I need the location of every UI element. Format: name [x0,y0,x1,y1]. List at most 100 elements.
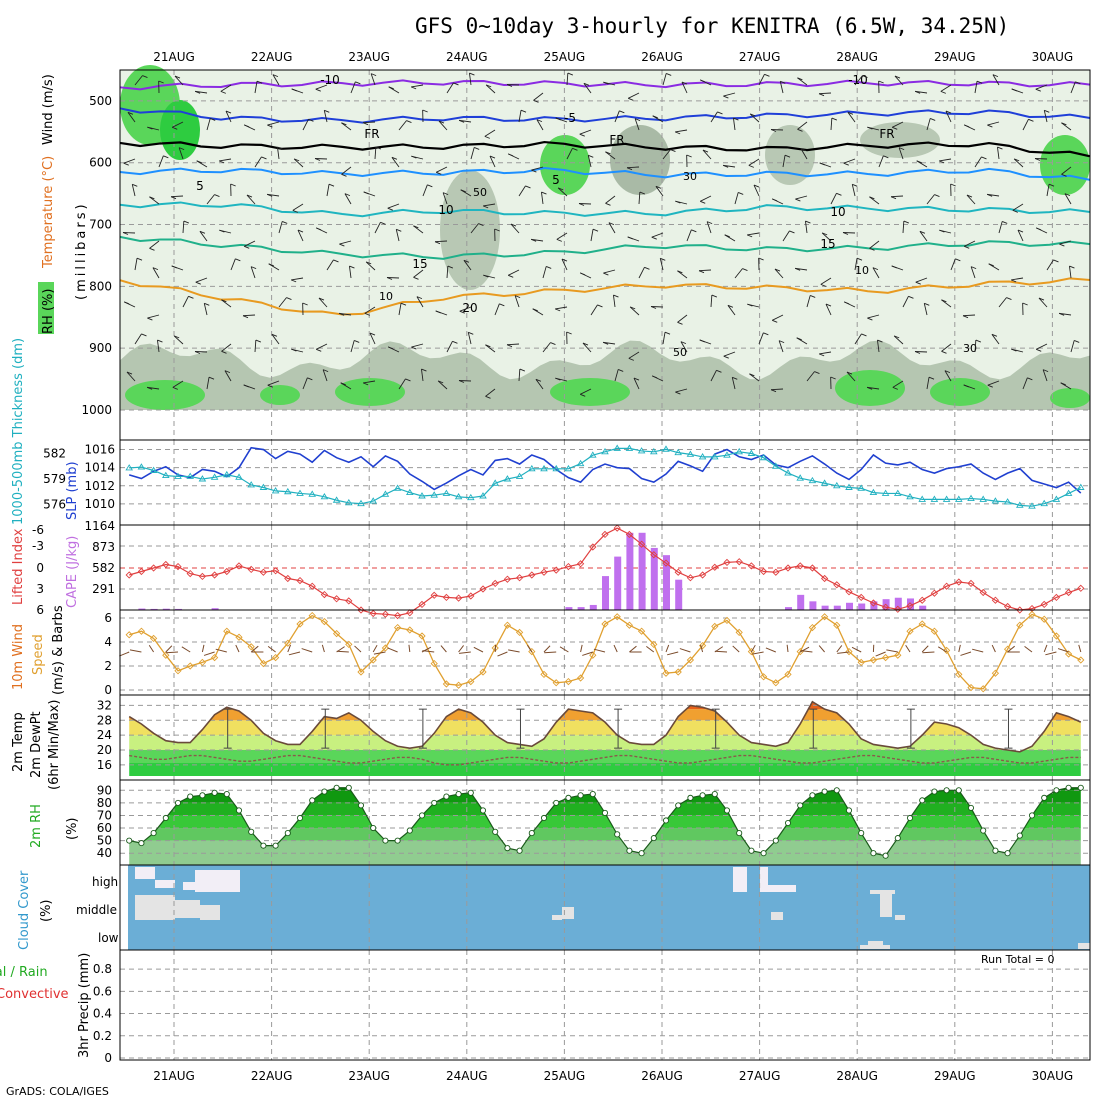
wind-barb-flag [271,333,278,337]
wind-barb [413,269,424,278]
lifted-index-point [930,589,939,597]
wind-barb [890,195,904,198]
wind-barb-flag [369,332,376,336]
wind-barb-flag [413,225,419,229]
wind-barb-flag [602,341,609,345]
thickness-point [808,476,817,484]
rh-point [1053,787,1060,794]
wind-barb-flag [797,128,803,132]
wind-speed-point [576,674,585,682]
wind-barb-10m [354,645,362,653]
wind-barb [484,129,496,137]
wind-barb [363,380,376,384]
wind-barb [349,266,352,279]
thickness-point [174,472,182,479]
wind-barb-10m [960,651,972,656]
wind-barb-flag [666,73,672,76]
wind-barb [702,149,712,160]
wind-barb-flag [890,196,897,200]
wind-barb [272,74,280,86]
wind-barb [782,155,786,168]
x-axis-top: 21AUG 22AUG 23AUG 24AUG 25AUG 26AUG 27AUG 28AUG… [153,50,1073,64]
wind-speed-point [857,658,865,667]
wind-barb-flag [805,220,811,224]
lifted-index-point [332,595,341,603]
wind-barb-flag [810,295,816,298]
rh-point [894,835,901,842]
wind-barb [1011,277,1024,281]
cape-bar [577,607,585,610]
lifted-index-point [369,609,377,618]
x-tick-label-top: 29AUG [934,50,976,64]
wind-barb-flag [188,295,194,299]
wind-barb-flag [290,279,297,283]
wind-barb [651,232,664,238]
wind-speed-point [1016,621,1024,629]
wind-barb [680,341,688,353]
wind-barb-flag [220,90,226,94]
wind-barb [344,193,352,205]
wind-ylabel-1: 10m Wind [11,624,26,690]
thickness-point [1028,502,1036,509]
wind-barb-flag [629,306,636,310]
rh-point [284,830,291,837]
thickness-point [601,447,609,455]
precip-tick-label: 0.4 [93,1007,112,1021]
wind-barb [297,229,304,242]
wind-barb [941,299,952,308]
wind-barb-flag [530,238,537,242]
temp-band [129,750,1081,763]
wind-barb-flag [644,266,650,270]
wind-barb-flag [981,156,987,160]
wind-barb-flag [633,377,640,381]
lifted-index-point [845,588,853,596]
wind-barb [898,147,904,160]
wind-barb-flag [208,376,215,380]
rh-point [150,830,157,837]
wind-barb-flag [892,386,898,390]
wind-barb-flag [716,369,722,373]
wind-speed-point [711,622,719,631]
rh-point [199,792,206,799]
wind-barb-flag [127,111,134,115]
wind-barb-flag [391,156,398,160]
cloud-ylabel: Cloud Cover [17,870,32,950]
wind-barb-flag [533,99,539,103]
wind-barb [172,121,184,128]
wind-barb [1069,266,1072,279]
wind-barb [365,261,376,271]
wind-barb-10m [1078,644,1082,653]
cape-bar [638,532,646,610]
wind-barb-flag [499,303,505,307]
wind-barb-flag [934,194,940,198]
x-tick-label-bottom: 25AUG [544,1069,586,1083]
wind-barb [391,157,400,168]
wind-barb-10m [629,645,637,653]
wind-barb-flag [605,151,611,155]
rh-contour-label: 50 [673,346,687,359]
wind-barb [277,147,280,160]
lifted-index-point [1077,584,1085,592]
rh-legend-label: RH (%) [41,289,56,334]
wind-barb-flag [292,209,298,213]
rh-blob-moist [930,378,990,406]
wind-barb [748,158,760,166]
wind-barb-flag [406,120,412,124]
wind-barb [292,203,304,211]
wind-barb-flag [800,148,807,152]
wind-barb-flag [469,72,475,76]
wind-barb [395,229,400,242]
wind-barb [608,222,616,234]
cloud-cover-block [733,867,747,892]
wind-barb [1046,259,1054,271]
wind-barb [254,339,257,353]
wind-barb-flag [566,331,572,335]
upper-ylabel-wind: Wind (m/s) [41,74,56,145]
wind-barb-flag [1060,382,1066,386]
wind-barb-flag [797,77,803,81]
cape-bar [150,608,158,610]
lifted-index-point [503,575,512,583]
wind-barb-flag [583,82,590,86]
wind-barb-flag [535,378,542,382]
wind-barb-10m [667,651,679,656]
